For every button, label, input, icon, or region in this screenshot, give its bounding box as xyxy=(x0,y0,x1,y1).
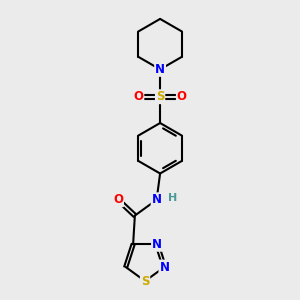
Text: S: S xyxy=(156,90,164,103)
Text: O: O xyxy=(113,193,123,206)
Text: N: N xyxy=(152,193,162,206)
Text: H: H xyxy=(168,193,177,203)
Text: O: O xyxy=(177,90,187,103)
Text: O: O xyxy=(134,90,143,103)
Text: N: N xyxy=(155,63,165,76)
Text: S: S xyxy=(141,274,149,288)
Text: N: N xyxy=(159,260,170,274)
Text: N: N xyxy=(152,238,162,251)
